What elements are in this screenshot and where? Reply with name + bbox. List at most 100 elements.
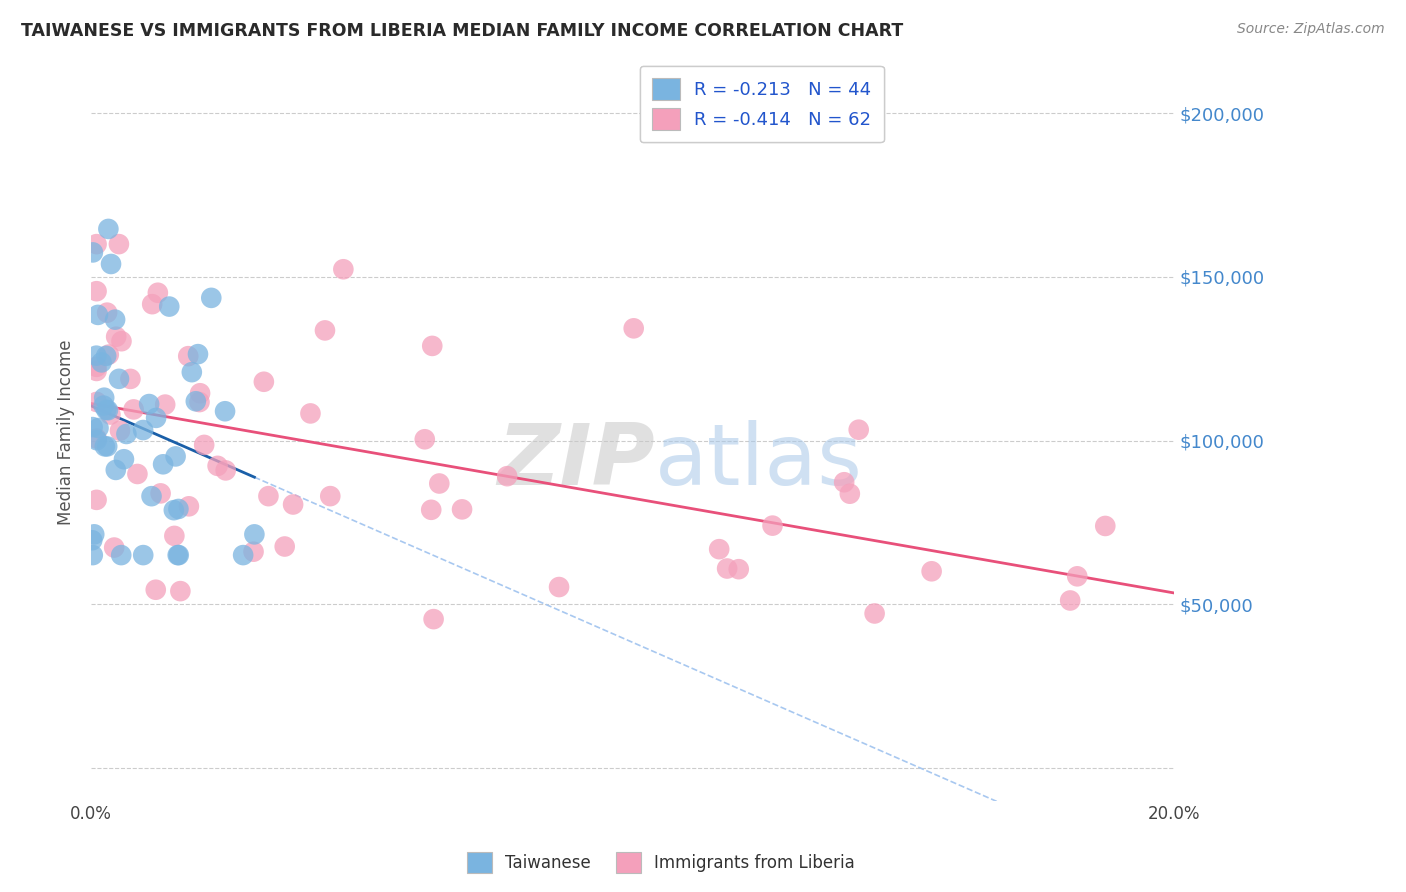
Point bbox=[86, 284, 108, 298]
Point bbox=[716, 561, 738, 575]
Point bbox=[112, 452, 135, 467]
Point bbox=[420, 503, 443, 517]
Point bbox=[193, 438, 215, 452]
Point bbox=[132, 548, 155, 562]
Point bbox=[727, 562, 749, 576]
Point bbox=[104, 463, 127, 477]
Point bbox=[422, 612, 444, 626]
Point bbox=[709, 542, 731, 557]
Point bbox=[97, 222, 120, 236]
Point bbox=[420, 339, 443, 353]
Point bbox=[103, 541, 125, 555]
Point bbox=[93, 391, 115, 405]
Point bbox=[427, 476, 450, 491]
Point bbox=[1059, 593, 1081, 607]
Point bbox=[93, 399, 115, 413]
Point bbox=[100, 408, 122, 422]
Point bbox=[86, 492, 108, 507]
Point bbox=[86, 359, 108, 374]
Y-axis label: Median Family Income: Median Family Income bbox=[58, 340, 75, 525]
Text: ZIP: ZIP bbox=[496, 420, 654, 503]
Point bbox=[104, 312, 127, 326]
Point bbox=[105, 329, 128, 343]
Point bbox=[200, 291, 222, 305]
Point bbox=[1066, 569, 1088, 583]
Point bbox=[163, 503, 186, 517]
Point bbox=[96, 306, 118, 320]
Point bbox=[215, 463, 238, 477]
Point bbox=[838, 486, 860, 500]
Point bbox=[157, 300, 180, 314]
Point bbox=[96, 402, 118, 417]
Point bbox=[100, 257, 122, 271]
Point bbox=[108, 372, 131, 386]
Point bbox=[188, 395, 211, 409]
Point bbox=[110, 548, 132, 562]
Text: TAIWANESE VS IMMIGRANTS FROM LIBERIA MEDIAN FAMILY INCOME CORRELATION CHART: TAIWANESE VS IMMIGRANTS FROM LIBERIA MED… bbox=[21, 22, 903, 40]
Point bbox=[82, 245, 104, 260]
Point bbox=[257, 489, 280, 503]
Point bbox=[145, 410, 167, 425]
Point bbox=[184, 394, 207, 409]
Point bbox=[177, 500, 200, 514]
Point bbox=[86, 434, 108, 448]
Point bbox=[451, 502, 474, 516]
Point bbox=[141, 489, 163, 503]
Point bbox=[97, 403, 120, 417]
Point bbox=[94, 439, 117, 453]
Point bbox=[138, 397, 160, 411]
Point bbox=[82, 548, 104, 562]
Point bbox=[82, 420, 104, 434]
Point bbox=[163, 529, 186, 543]
Point bbox=[141, 297, 163, 311]
Point bbox=[96, 439, 118, 453]
Point bbox=[132, 423, 155, 437]
Point bbox=[87, 421, 110, 435]
Point bbox=[314, 323, 336, 337]
Point bbox=[281, 498, 304, 512]
Point bbox=[863, 607, 886, 621]
Point bbox=[413, 432, 436, 446]
Point bbox=[86, 349, 108, 363]
Point bbox=[1094, 519, 1116, 533]
Text: atlas: atlas bbox=[654, 420, 862, 503]
Point bbox=[921, 564, 943, 578]
Point bbox=[96, 349, 118, 363]
Point bbox=[115, 427, 138, 442]
Point bbox=[149, 486, 172, 500]
Point bbox=[167, 548, 190, 562]
Point bbox=[83, 527, 105, 541]
Legend: R = -0.213   N = 44, R = -0.414   N = 62: R = -0.213 N = 44, R = -0.414 N = 62 bbox=[640, 66, 884, 143]
Point bbox=[319, 489, 342, 503]
Point bbox=[177, 349, 200, 363]
Point bbox=[90, 355, 112, 369]
Point bbox=[86, 395, 108, 409]
Point bbox=[761, 518, 783, 533]
Point bbox=[623, 321, 645, 335]
Point bbox=[299, 406, 322, 420]
Point bbox=[232, 548, 254, 562]
Point bbox=[188, 386, 211, 401]
Point bbox=[166, 548, 188, 562]
Point bbox=[86, 364, 108, 378]
Point bbox=[146, 285, 169, 300]
Point bbox=[242, 544, 264, 558]
Point bbox=[832, 475, 855, 490]
Text: Source: ZipAtlas.com: Source: ZipAtlas.com bbox=[1237, 22, 1385, 37]
Legend: Taiwanese, Immigrants from Liberia: Taiwanese, Immigrants from Liberia bbox=[460, 846, 862, 880]
Point bbox=[127, 467, 149, 481]
Point bbox=[110, 334, 132, 349]
Point bbox=[848, 423, 870, 437]
Point bbox=[122, 402, 145, 417]
Point bbox=[180, 365, 202, 379]
Point bbox=[108, 237, 131, 252]
Point bbox=[153, 398, 176, 412]
Point bbox=[167, 502, 190, 516]
Point bbox=[169, 584, 191, 599]
Point bbox=[165, 450, 187, 464]
Point bbox=[243, 527, 266, 541]
Point bbox=[548, 580, 571, 594]
Point bbox=[145, 582, 167, 597]
Point bbox=[108, 424, 131, 438]
Point bbox=[87, 308, 110, 322]
